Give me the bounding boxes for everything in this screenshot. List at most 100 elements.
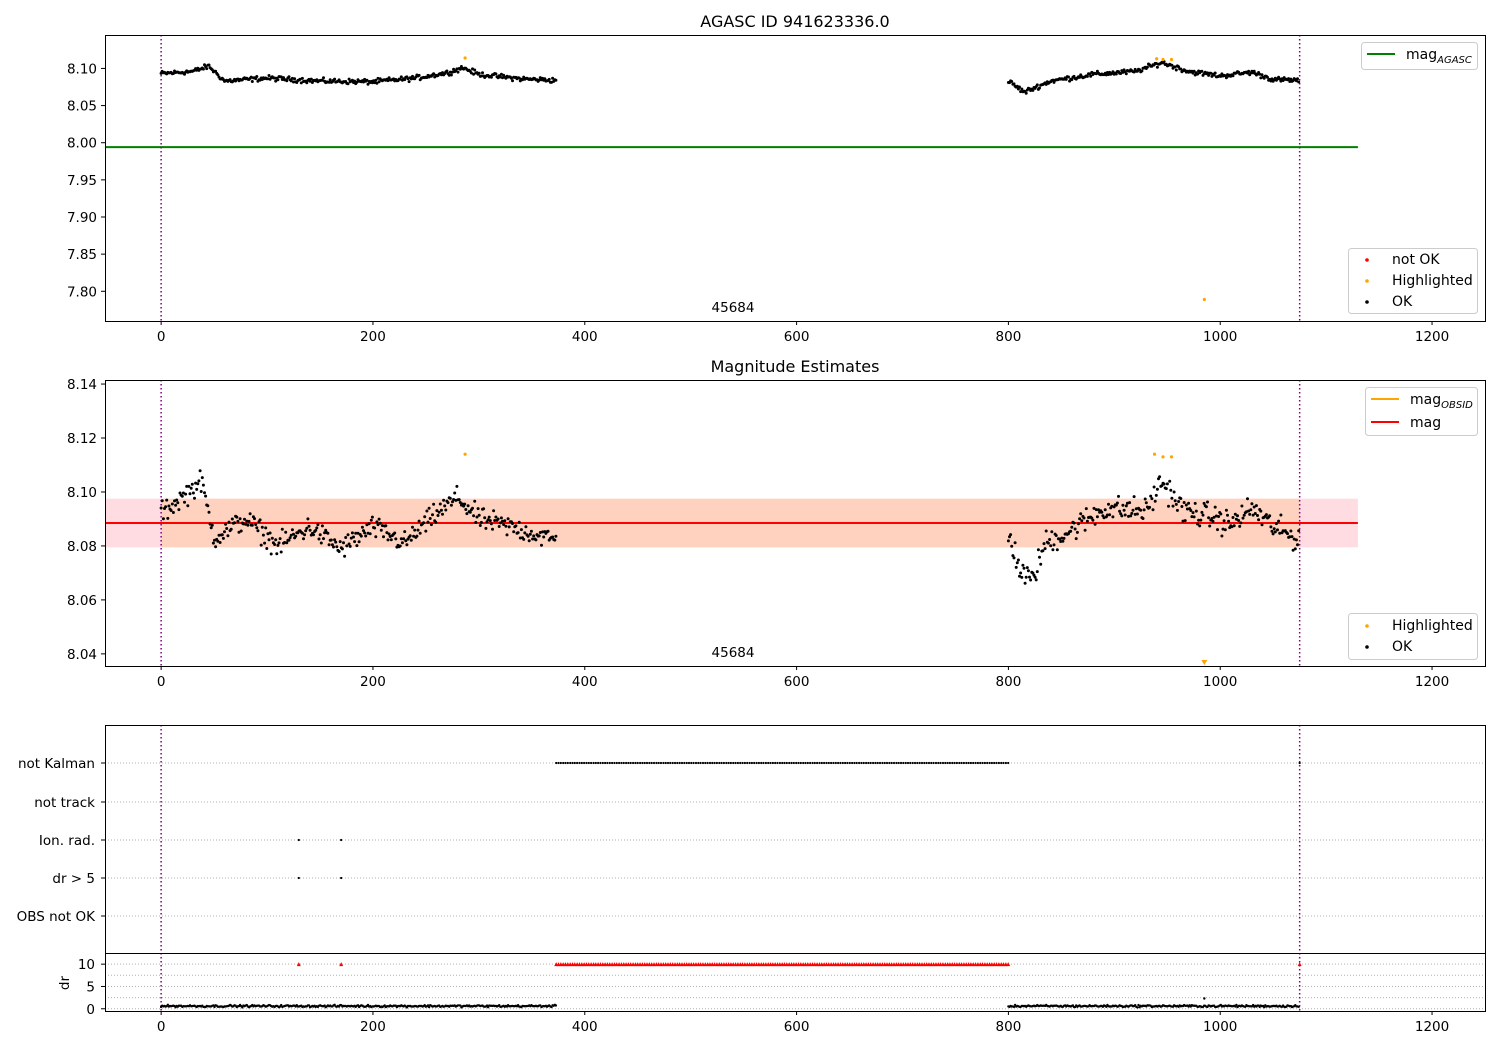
legend2-highlighted-label: Highlighted: [1392, 618, 1473, 634]
panel2-ok-point: [1248, 512, 1252, 516]
panel2-ok-point: [1110, 504, 1114, 508]
panel1-frame: [105, 35, 1486, 322]
panel2-ok-point: [196, 482, 200, 486]
flag-point-0: [951, 761, 954, 765]
flags-panel: not Kalman not track Ion. rad. dr > 5 OBS no…: [17, 725, 1486, 1035]
panel1-ok-point: [205, 67, 209, 71]
panel2-ok-point: [1220, 534, 1224, 538]
panel2-ok-point: [479, 520, 483, 524]
flag-point-0: [823, 761, 826, 765]
flag-point-0: [839, 761, 842, 765]
flag-point-0: [636, 761, 639, 765]
panel2-ok-point: [273, 543, 277, 546]
panel2-ok-point: [1092, 506, 1096, 510]
panel2-ok-point: [1121, 503, 1125, 507]
panel1-ok-point: [455, 67, 459, 71]
panel2-ok-point: [290, 528, 294, 532]
panel2-ok-point: [244, 522, 248, 526]
panel2-ok-point: [1207, 516, 1211, 520]
panel2-ok-point: [377, 517, 381, 521]
panel2-legend-points: Highlighted OK: [1348, 613, 1478, 660]
panel2-ok-point: [394, 537, 398, 541]
panel2-ok-point: [1206, 500, 1209, 504]
panel1-ok-point: [479, 74, 483, 78]
panel2-ok-point: [529, 529, 533, 533]
flag-point-0: [613, 761, 616, 765]
flag-point-0: [615, 761, 618, 765]
flag-point-0: [727, 761, 730, 765]
panel2-ok-point: [323, 531, 327, 535]
flag-point-0: [844, 761, 847, 765]
panel2-ok-point: [1172, 490, 1176, 494]
flag-point-0: [941, 761, 945, 765]
panel2-ok-point: [1075, 530, 1079, 534]
panel2-ok-point: [1230, 525, 1234, 529]
panel2-ok-point: [337, 550, 341, 553]
panel3-xtick-label-6: 1200: [1415, 1019, 1449, 1035]
panel1-ok-point: [255, 75, 259, 78]
panel2-ok-point: [264, 526, 268, 530]
legend-mag-agasc-label: magAGASC: [1406, 47, 1472, 66]
dr-ytick-label-2: 10: [78, 957, 95, 973]
panel2-ok-point: [473, 499, 477, 503]
panel2-ok-point: [499, 516, 503, 520]
panel2-ok-point: [238, 517, 242, 521]
flag-point-0: [697, 761, 700, 765]
panel2-ok-point: [1165, 482, 1169, 486]
panel2-ok-point: [278, 537, 282, 541]
panel2-ytick-label-0: 8.04: [67, 647, 97, 663]
panel2-ok-point: [399, 537, 403, 541]
panel2-ok-point: [527, 539, 531, 543]
flag-point-0: [804, 761, 807, 765]
panel2-ok-point: [327, 543, 331, 547]
flag-point-0: [583, 761, 586, 765]
panel2-ok-point: [1034, 578, 1038, 582]
flag-point-0: [799, 761, 802, 765]
flag-point-0: [965, 761, 968, 765]
panel2-ok-point: [239, 529, 243, 533]
flag-point-0: [848, 761, 851, 765]
panel1-xtick-label-1: 200: [360, 329, 386, 345]
flag-point-0: [699, 761, 702, 765]
panel2-xtick-label-1: 200: [360, 674, 386, 690]
panel2-ok-point: [404, 539, 408, 543]
flag-point-0: [704, 761, 707, 765]
flag-row-label-3: dr > 5: [52, 871, 95, 887]
panel2-title: Magnitude Estimates: [711, 357, 880, 376]
panel1-ok-point: [1224, 76, 1228, 80]
panel2-ok-point: [304, 529, 308, 533]
panel2-ytick-label-1: 8.06: [67, 593, 97, 609]
panel2-ok-point: [343, 554, 347, 558]
panel2-ok-point: [1153, 499, 1157, 503]
panel2-ok-point: [1219, 512, 1223, 516]
panel1-ytick-label-0: 7.80: [67, 284, 97, 300]
panel2-ok-point: [254, 523, 258, 526]
panel2-ok-point: [1173, 499, 1177, 503]
panel2-ok-point: [1016, 558, 1020, 562]
flag-point-0: [878, 761, 882, 765]
panel1-ok-point: [432, 72, 436, 76]
panel1-ok-point: [511, 79, 514, 83]
flag-point-0: [736, 761, 740, 765]
flag-point-0: [830, 761, 833, 765]
flag-point-0: [645, 761, 649, 765]
panel2-ok-point: [288, 536, 292, 540]
panel2-ok-point: [551, 535, 555, 539]
panel2-ok-point: [1073, 527, 1077, 531]
panel2-ok-point: [1216, 528, 1219, 532]
panel2-ok-point: [497, 525, 501, 528]
panel3-marks: [159, 761, 1302, 1009]
flag-point-0: [853, 761, 856, 765]
panel2-ok-point: [1184, 503, 1188, 507]
legend-notok-marker: [1365, 258, 1369, 262]
panel1-ok-point: [517, 76, 521, 80]
panel2-ok-point: [402, 537, 406, 541]
panel2-ok-point: [354, 531, 358, 535]
legend-highlighted-marker: [1365, 279, 1369, 283]
panel3-xtick-label-0: 0: [157, 1019, 166, 1035]
panel1-ok-point: [293, 77, 297, 81]
flag-point-0: [795, 761, 798, 765]
panel2-ok-point: [223, 530, 226, 534]
panel1-ok-point: [469, 71, 473, 75]
panel2-ok-point: [415, 534, 419, 538]
